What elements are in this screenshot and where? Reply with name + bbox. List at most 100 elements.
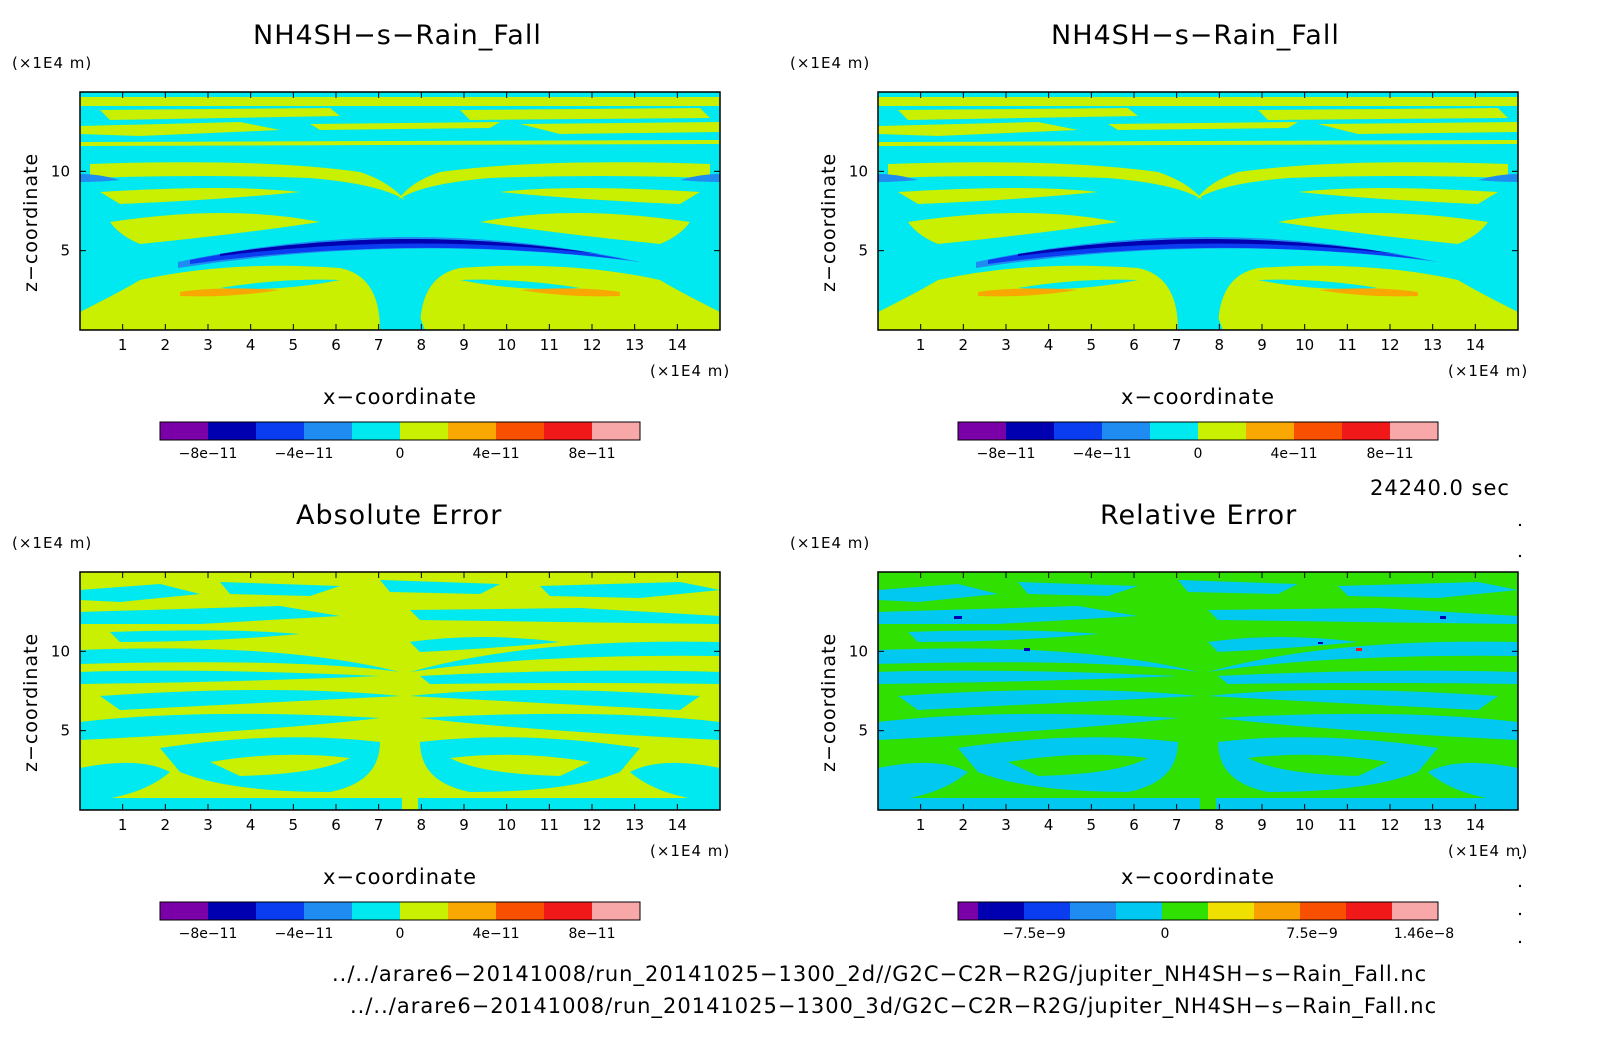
panel-1-x-tick-label: 11 bbox=[540, 336, 559, 354]
panel-2-colorbar-segment bbox=[1150, 422, 1198, 440]
panel-4-x-tick-label: 10 bbox=[1295, 816, 1314, 834]
margin-dot bbox=[1518, 554, 1522, 558]
panel-3-title: Absolute Error bbox=[296, 500, 503, 531]
panel-1-colorbar-segment bbox=[208, 422, 256, 440]
panel-1-colorbar-segment bbox=[592, 422, 640, 440]
panel-3-y-tick-label: 5 bbox=[60, 722, 70, 740]
panel-4-x-tick-label: 13 bbox=[1423, 816, 1442, 834]
panel-4-colorbar-segment bbox=[1070, 902, 1116, 920]
panel-3-x-tick-label: 11 bbox=[540, 816, 559, 834]
panel-4-y-tick-label: 5 bbox=[858, 722, 868, 740]
panel-3-x-tick-label: 1 bbox=[118, 816, 128, 834]
panel-2-colorbar-segment bbox=[1102, 422, 1150, 440]
panel-1-colorbar-segment bbox=[448, 422, 496, 440]
panel-4-x-tick-label: 7 bbox=[1172, 816, 1182, 834]
panel-2-x-tick-label: 14 bbox=[1466, 336, 1485, 354]
panel-4-colorbar-segment bbox=[978, 902, 1024, 920]
panel-1-colorbar-tick-label: 4e−11 bbox=[472, 446, 519, 462]
panel-1-colorbar-tick-label: 0 bbox=[396, 446, 405, 462]
panel-1-colorbar-segment bbox=[544, 422, 592, 440]
panel-1-x-tick-label: 12 bbox=[582, 336, 601, 354]
panel-1-colorbar-tick-label: −4e−11 bbox=[275, 446, 334, 462]
panel-4-y-label: z−coordinate bbox=[818, 632, 840, 772]
panel-3-x-tick-label: 2 bbox=[161, 816, 171, 834]
panel-2-colorbar-segment bbox=[1054, 422, 1102, 440]
panel-3-x-tick-label: 10 bbox=[497, 816, 516, 834]
panel-4-title: Relative Error bbox=[1100, 500, 1298, 531]
panel-2-x-unit: (×1E4 m) bbox=[1448, 362, 1529, 380]
panel-1-x-tick-label: 6 bbox=[331, 336, 341, 354]
file-path-2: ../../arare6−20141008/run_20141025−1300_… bbox=[350, 994, 1438, 1018]
panel-3-x-tick-label: 3 bbox=[203, 816, 213, 834]
panel-2-colorbar-segment bbox=[1294, 422, 1342, 440]
panel-3-colorbar-segment bbox=[400, 902, 448, 920]
panel-1-frame bbox=[79, 91, 721, 331]
panel-4-colorbar-segment bbox=[1024, 902, 1070, 920]
panel-2-x-tick-label: 1 bbox=[916, 336, 926, 354]
panel-3-colorbar-tick-label: 0 bbox=[396, 926, 405, 942]
panel-2-colorbar-frame bbox=[957, 421, 1439, 441]
panel-1-y-tick-label: 10 bbox=[51, 162, 70, 180]
panel-2-colorbar-segment bbox=[1006, 422, 1054, 440]
panel-1-y-tick-label: 5 bbox=[60, 242, 70, 260]
file-path-1: ../../arare6−20141008/run_20141025−1300_… bbox=[332, 962, 1428, 986]
panel-4-x-unit: (×1E4 m) bbox=[1448, 842, 1529, 860]
panel-1-colorbar-segment bbox=[352, 422, 400, 440]
panel-2-colorbar-segment bbox=[1342, 422, 1390, 440]
panel-2-title: NH4SH−s−Rain_Fall bbox=[1051, 20, 1340, 51]
panel-3-x-tick-label: 7 bbox=[374, 816, 384, 834]
panel-4-x-tick-label: 3 bbox=[1001, 816, 1011, 834]
panel-4-x-tick-label: 4 bbox=[1044, 816, 1054, 834]
panel-1-colorbar-frame bbox=[159, 421, 641, 441]
panel-2-colorbar-tick-label: 4e−11 bbox=[1270, 446, 1317, 462]
panel-3-colorbar-tick-label: 4e−11 bbox=[472, 926, 519, 942]
panel-1-colorbar-tick-label: 8e−11 bbox=[568, 446, 615, 462]
panel-4-y-unit: (×1E4 m) bbox=[790, 534, 871, 552]
panel-4-colorbar-tick-label: 1.46e−8 bbox=[1394, 926, 1454, 942]
panel-4-colorbar-segment bbox=[1116, 902, 1162, 920]
panel-1-x-tick-label: 8 bbox=[417, 336, 427, 354]
panel-2-x-tick-label: 9 bbox=[1257, 336, 1267, 354]
panel-4-y-tick-label: 10 bbox=[849, 642, 868, 660]
panel-3-x-tick-label: 8 bbox=[417, 816, 427, 834]
panel-1-x-tick-label: 4 bbox=[246, 336, 256, 354]
panel-1-x-tick-label: 14 bbox=[668, 336, 687, 354]
panel-4-colorbar-segment bbox=[1208, 902, 1254, 920]
panel-4-colorbar-tick-label: 0 bbox=[1161, 926, 1170, 942]
panel-2-x-tick-label: 11 bbox=[1338, 336, 1357, 354]
panel-2-x-tick-label: 5 bbox=[1087, 336, 1097, 354]
panel-4-colorbar-segment bbox=[1392, 902, 1438, 920]
panel-1-colorbar-segment bbox=[160, 422, 208, 440]
panel-3-colorbar-segment bbox=[160, 902, 208, 920]
panel-4-x-tick-label: 14 bbox=[1466, 816, 1485, 834]
panel-4-x-tick-label: 6 bbox=[1129, 816, 1139, 834]
panel-1-colorbar-segment bbox=[256, 422, 304, 440]
panel-1-x-label: x−coordinate bbox=[323, 385, 478, 409]
panel-1-heatmap bbox=[80, 92, 720, 330]
panel-1-x-tick-label: 1 bbox=[118, 336, 128, 354]
panel-2-x-tick-label: 8 bbox=[1215, 336, 1225, 354]
panel-2-y-tick-label: 10 bbox=[849, 162, 868, 180]
panel-3-x-tick-label: 4 bbox=[246, 816, 256, 834]
panel-4-x-tick-label: 12 bbox=[1380, 816, 1399, 834]
panel-4-x-tick-label: 11 bbox=[1338, 816, 1357, 834]
panel-2-colorbar-tick-label: 0 bbox=[1194, 446, 1203, 462]
panel-2-colorbar-segment bbox=[1246, 422, 1294, 440]
panel-3-colorbar-tick-label: −4e−11 bbox=[275, 926, 334, 942]
panel-3-colorbar-segment bbox=[208, 902, 256, 920]
margin-dot bbox=[1518, 523, 1522, 527]
margin-dot bbox=[1518, 912, 1522, 916]
panel-3-colorbar-tick-label: 8e−11 bbox=[568, 926, 615, 942]
panel-3-colorbar-segment bbox=[448, 902, 496, 920]
panel-3-colorbar-segment bbox=[592, 902, 640, 920]
panel-3-colorbar-segment bbox=[256, 902, 304, 920]
panel-3-x-tick-label: 5 bbox=[289, 816, 299, 834]
panel-4-x-tick-label: 5 bbox=[1087, 816, 1097, 834]
panel-2-x-tick-label: 13 bbox=[1423, 336, 1442, 354]
panel-3-y-unit: (×1E4 m) bbox=[12, 534, 93, 552]
panel-3-y-tick-label: 10 bbox=[51, 642, 70, 660]
panel-2-heatmap bbox=[878, 92, 1518, 330]
panel-3-colorbar-segment bbox=[304, 902, 352, 920]
panel-2-colorbar-segment bbox=[958, 422, 1006, 440]
